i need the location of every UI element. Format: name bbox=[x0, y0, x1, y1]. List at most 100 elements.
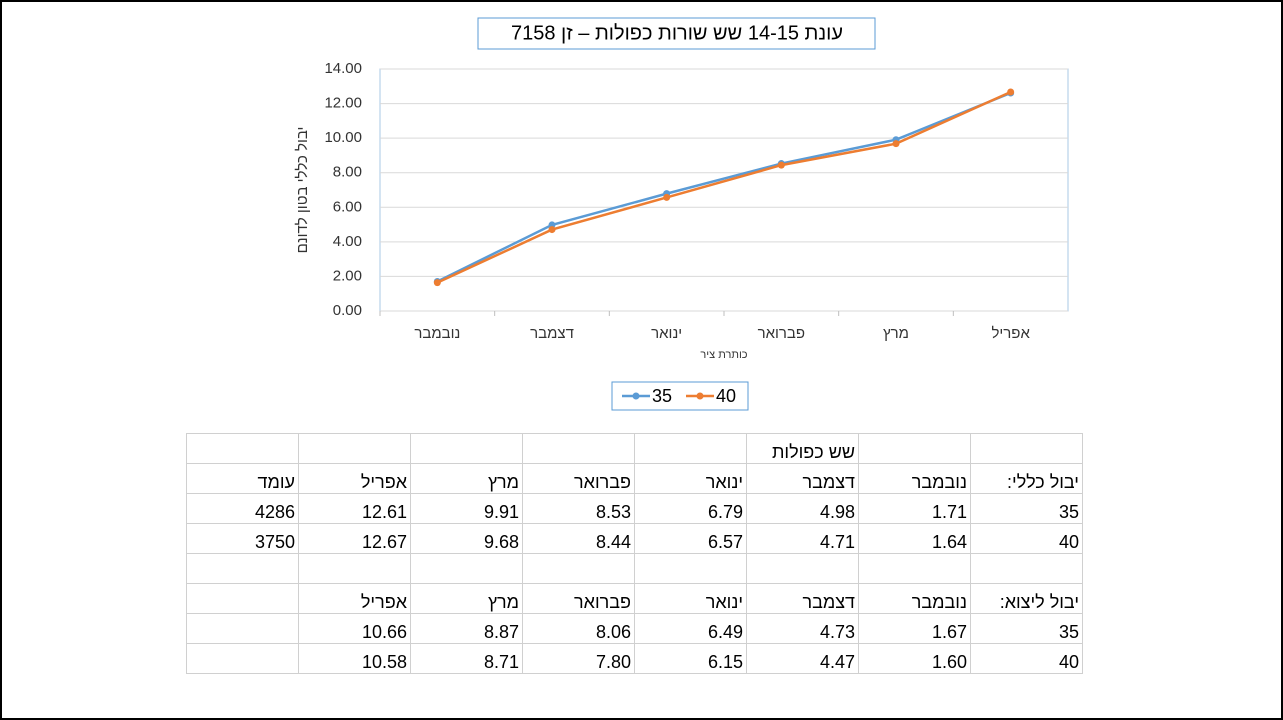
table-cell: אפריל bbox=[298, 463, 411, 494]
table-row: 35 1.71 4.98 6.79 8.53 9.91 12.61 4286 bbox=[186, 493, 1083, 524]
table-cell: 8.53 bbox=[522, 493, 635, 524]
table-cell: 12.61 bbox=[298, 493, 411, 524]
table-cell: פברואר bbox=[522, 583, 635, 614]
y-tick-label: 4.00 bbox=[333, 233, 362, 250]
table-cell: 4.71 bbox=[746, 523, 859, 554]
series-line bbox=[436, 91, 1012, 283]
table-cell: 4.73 bbox=[746, 613, 859, 644]
table-cell: 1.67 bbox=[858, 613, 971, 644]
table-cell: עומד bbox=[186, 463, 299, 494]
x-tick-label: אפריל bbox=[991, 325, 1030, 342]
y-tick-label: 2.00 bbox=[333, 267, 362, 284]
table-cell bbox=[746, 553, 859, 584]
table-cell: 4.98 bbox=[746, 493, 859, 524]
table-cell: פברואר bbox=[522, 463, 635, 494]
table-cell: ינואר bbox=[634, 463, 747, 494]
table-cell: 10.58 bbox=[298, 643, 411, 674]
table-cell: יבול ליצוא: bbox=[970, 583, 1083, 614]
plot-border bbox=[379, 68, 1069, 312]
table-cell: 6.15 bbox=[634, 643, 747, 674]
table-cell bbox=[186, 553, 299, 584]
data-table: שש כפולות יבול כללי: נובמבר דצמבר ינואר פברוא… bbox=[186, 433, 1083, 674]
table-row: 40 1.60 4.47 6.15 7.80 8.71 10.58 bbox=[186, 643, 1083, 674]
table-cell bbox=[970, 553, 1083, 584]
x-tick-label: פברואר bbox=[758, 325, 805, 342]
table-cell: 8.44 bbox=[522, 523, 635, 554]
table-cell: 4.47 bbox=[746, 643, 859, 674]
table-cell: 1.64 bbox=[858, 523, 971, 554]
table-cell: 8.87 bbox=[410, 613, 523, 644]
table-cell: 6.49 bbox=[634, 613, 747, 644]
table-cell bbox=[298, 433, 411, 464]
table-cell bbox=[186, 583, 299, 614]
point bbox=[777, 161, 785, 169]
table-row: יבול ליצוא: נובמבר דצמבר ינואר פברואר מרץ אפרי… bbox=[186, 583, 1083, 614]
point bbox=[663, 193, 671, 201]
y-tick-label: 10.00 bbox=[324, 129, 362, 146]
legend-label: 35 bbox=[652, 386, 672, 406]
x-tick-label: נובמבר bbox=[414, 325, 460, 342]
table-cell: דצמבר bbox=[746, 583, 859, 614]
table-row: 40 1.64 4.71 6.57 8.44 9.68 12.67 3750 bbox=[186, 523, 1083, 554]
table-cell: נובמבר bbox=[858, 583, 971, 614]
table-cell: 6.57 bbox=[634, 523, 747, 554]
table-cell: מרץ bbox=[410, 583, 523, 614]
table-cell bbox=[186, 433, 299, 464]
table-cell: 35 bbox=[970, 493, 1083, 524]
table-cell: 8.71 bbox=[410, 643, 523, 674]
table-cell bbox=[410, 553, 523, 584]
table-cell: 40 bbox=[970, 523, 1083, 554]
table-row: שש כפולות bbox=[186, 433, 1083, 464]
y-tick-label: 12.00 bbox=[324, 95, 362, 112]
x-tick-label: מרץ bbox=[883, 325, 909, 342]
table-cell: 40 bbox=[970, 643, 1083, 674]
table-cell bbox=[410, 433, 523, 464]
table-cell: 10.66 bbox=[298, 613, 411, 644]
y-tick-label: 6.00 bbox=[333, 198, 362, 215]
table-cell bbox=[298, 553, 411, 584]
table-cell: 12.67 bbox=[298, 523, 411, 554]
table-cell bbox=[970, 433, 1083, 464]
table-cell bbox=[522, 433, 635, 464]
point bbox=[433, 279, 441, 287]
table-cell: 1.60 bbox=[858, 643, 971, 674]
point bbox=[892, 140, 900, 148]
table-cell: 35 bbox=[970, 613, 1083, 644]
table-cell bbox=[186, 613, 299, 644]
legend-marker bbox=[696, 392, 704, 400]
table-cell: 3750 bbox=[186, 523, 299, 554]
table-cell: שש כפולות bbox=[746, 433, 859, 464]
table-cell: ינואר bbox=[634, 583, 747, 614]
table-cell: מרץ bbox=[410, 463, 523, 494]
x-tick-label: ינואר bbox=[651, 325, 682, 342]
table-cell bbox=[186, 643, 299, 674]
table-cell: 6.79 bbox=[634, 493, 747, 524]
y-axis-label: יבול כללי בטון לדונם bbox=[294, 127, 311, 254]
table-row bbox=[186, 553, 1083, 584]
series-line bbox=[436, 90, 1012, 284]
table-cell: 7.80 bbox=[522, 643, 635, 674]
title-box bbox=[477, 17, 876, 50]
legend-marker bbox=[632, 392, 640, 400]
chart-title: עונת 14-15 שש שורות כפולות – זן 7158 bbox=[511, 22, 843, 44]
table-cell: נובמבר bbox=[858, 463, 971, 494]
table-cell: 1.71 bbox=[858, 493, 971, 524]
point bbox=[1007, 88, 1015, 96]
table-cell: 9.91 bbox=[410, 493, 523, 524]
table-cell: 8.06 bbox=[522, 613, 635, 644]
table-cell: יבול כללי: bbox=[970, 463, 1083, 494]
y-tick-label: 8.00 bbox=[333, 164, 362, 181]
table-row: 35 1.67 4.73 6.49 8.06 8.87 10.66 bbox=[186, 613, 1083, 644]
y-tick-label: 0.00 bbox=[333, 302, 362, 319]
table-cell bbox=[634, 433, 747, 464]
table-cell: 4286 bbox=[186, 493, 299, 524]
y-tick-label: 14.00 bbox=[324, 60, 362, 77]
x-axis-label: כותרת ציר bbox=[700, 349, 747, 361]
chart: עונת 14-15 שש שורות כפולות – זן 7158 יבו… bbox=[294, 17, 1069, 411]
point bbox=[548, 226, 556, 234]
table-cell: דצמבר bbox=[746, 463, 859, 494]
table-cell bbox=[634, 553, 747, 584]
table-cell: 9.68 bbox=[410, 523, 523, 554]
table-cell bbox=[522, 553, 635, 584]
